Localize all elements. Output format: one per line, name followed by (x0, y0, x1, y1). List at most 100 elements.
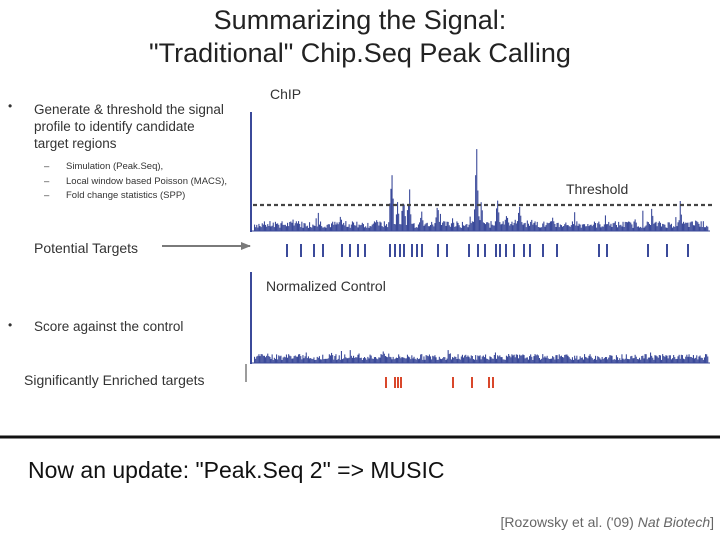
chip-signal-bar (676, 226, 678, 231)
control-signal-bar (370, 355, 372, 363)
chip-signal-bar (452, 218, 454, 231)
chip-signal-bar (459, 227, 461, 231)
chip-signal-bar (560, 225, 562, 231)
control-signal-bar (434, 355, 436, 363)
control-signal-bar (280, 355, 282, 363)
chip-signal-bar (591, 226, 593, 231)
chip-signal-bar (604, 215, 606, 231)
chip-signal-bar (573, 224, 575, 231)
control-signal-bar (353, 355, 355, 363)
chip-signal-bar (369, 226, 371, 231)
chip-signal-bar (468, 224, 470, 231)
control-signal-bar (311, 358, 313, 363)
control-signal-bar (266, 355, 268, 363)
control-signal-bar (544, 356, 546, 363)
chip-signal-bar (329, 227, 331, 231)
control-signal-bar (701, 357, 703, 363)
control-signal-bar (599, 358, 601, 363)
chip-signal-bar (562, 226, 564, 231)
control-signal-bar (405, 358, 407, 363)
control-signal-bar (562, 357, 564, 363)
chip-signal-bar (505, 216, 507, 231)
control-signal-bar (556, 355, 558, 363)
chip-signal-bar (332, 221, 334, 231)
chip-signal-bar (287, 222, 289, 231)
chip-signal-bar (623, 227, 625, 231)
control-signal-bar (354, 357, 356, 363)
potential-target-tick (300, 244, 302, 257)
chip-signal-bar (479, 220, 481, 231)
potential-target-tick (394, 244, 396, 257)
chip-signal-bar (379, 221, 381, 231)
control-signal-bar (315, 359, 317, 363)
control-signal-bar (384, 356, 386, 363)
chip-signal-bar (557, 222, 559, 231)
control-signal-bar (412, 358, 414, 363)
control-signal-bar (446, 358, 448, 363)
chip-signal-bar (661, 226, 663, 231)
chip-signal-bar (318, 224, 320, 231)
chip-signal-bar (701, 227, 703, 231)
control-signal-bar (620, 360, 622, 363)
chip-signal-bar (466, 224, 468, 231)
chip-signal-bar (322, 227, 324, 231)
chip-signal-bar (434, 223, 436, 231)
control-signal-bar (699, 355, 701, 363)
chip-signal-bar (392, 198, 394, 231)
control-signal-bar (417, 359, 419, 363)
control-signal-bar (567, 355, 569, 363)
chip-signal-bar (320, 221, 322, 231)
control-signal-bar (421, 354, 423, 363)
chip-signal-bar (599, 224, 601, 231)
potential-target-tick (477, 244, 479, 257)
chip-signal-bar (634, 219, 636, 231)
control-signal-bar (393, 359, 395, 363)
chip-signal-bar (328, 224, 330, 231)
control-signal-bar (662, 354, 664, 363)
enriched-target-tick (394, 377, 396, 388)
chip-signal-bar (437, 210, 439, 231)
chip-signal-bar (449, 226, 451, 231)
chip-signal-bar (614, 221, 616, 231)
control-signal-bar (452, 357, 454, 363)
chip-signal-bar (687, 222, 689, 231)
control-signal-bar (380, 354, 382, 363)
control-signal-bar (525, 357, 527, 363)
chip-signal-bar (372, 223, 374, 231)
title-line-2: "Traditional" Chip.Seq Peak Calling (149, 38, 571, 68)
control-signal-bar (582, 359, 584, 363)
control-signal-bar (547, 358, 549, 363)
control-signal-bar (411, 355, 413, 363)
control-signal-bar (293, 356, 295, 363)
control-signal-bar (625, 354, 627, 363)
chip-signal-bar (535, 225, 537, 231)
control-signal-bar (282, 357, 284, 363)
control-signal-bar (456, 359, 458, 363)
control-signal-bar (565, 354, 567, 363)
chip-signal-bar (551, 221, 553, 231)
control-signal-bar (530, 354, 532, 363)
control-signal-bar (472, 359, 474, 363)
control-signal-bar (279, 356, 281, 363)
chip-signal-bar (351, 221, 353, 231)
control-signal-bar (667, 358, 669, 363)
control-signal-bar (491, 358, 493, 363)
chip-signal-bar (524, 222, 526, 231)
control-signal-bar (514, 357, 516, 363)
control-signal-bar (697, 359, 699, 363)
control-signal-bar (537, 355, 539, 363)
control-signal-bar (507, 356, 509, 363)
chip-signal-bar (271, 225, 273, 231)
chip-signal-bar (503, 224, 505, 231)
control-signal-bar (526, 357, 528, 363)
chip-signal-bar (358, 224, 360, 231)
chip-signal-bar (590, 224, 592, 231)
chip-signal-bar (612, 223, 614, 231)
control-signal-bar (677, 356, 679, 363)
chip-signal-bar (606, 224, 608, 231)
control-signal-bar (698, 356, 700, 363)
control-signal-bar (386, 356, 388, 363)
control-signal-bar (678, 354, 680, 363)
control-signal-bar (436, 359, 438, 363)
chip-signal-bar (381, 226, 383, 231)
